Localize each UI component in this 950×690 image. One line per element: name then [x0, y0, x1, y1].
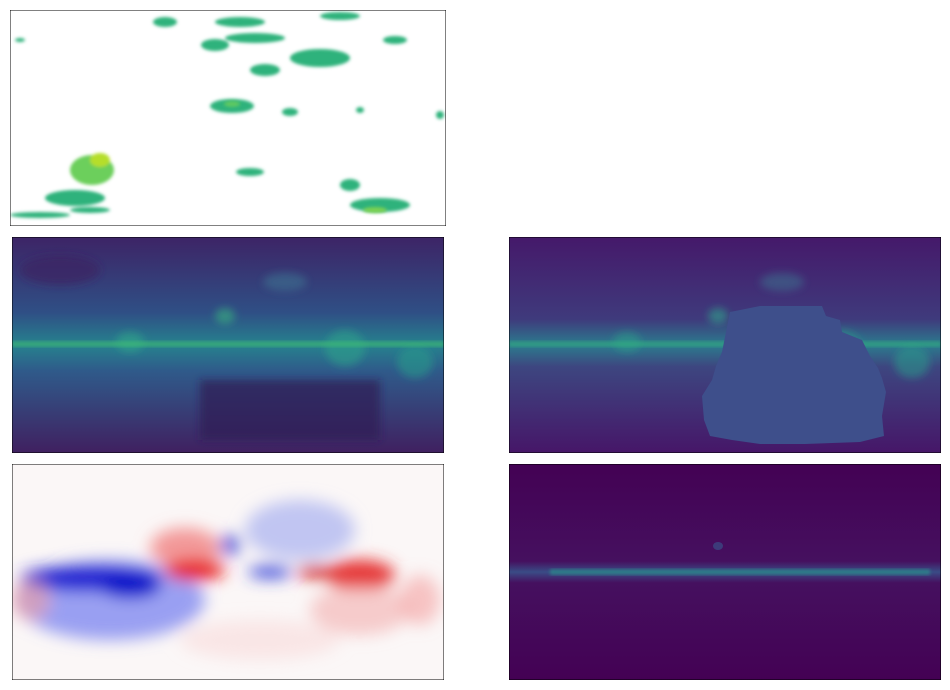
map-panel: [509, 464, 941, 680]
map-structure: [12, 500, 440, 660]
galactic-plane: [12, 341, 444, 347]
masked-region: [702, 306, 886, 444]
map-panel: [12, 237, 444, 453]
map-blobs: [10, 12, 444, 218]
map-panel: [509, 237, 941, 453]
map-bright-blobs: [70, 101, 387, 213]
galactic-plane: [550, 569, 930, 575]
map-panel: [10, 10, 446, 226]
map-structure: [20, 255, 433, 440]
map-structure: [713, 542, 723, 550]
map-panel: [12, 464, 444, 680]
